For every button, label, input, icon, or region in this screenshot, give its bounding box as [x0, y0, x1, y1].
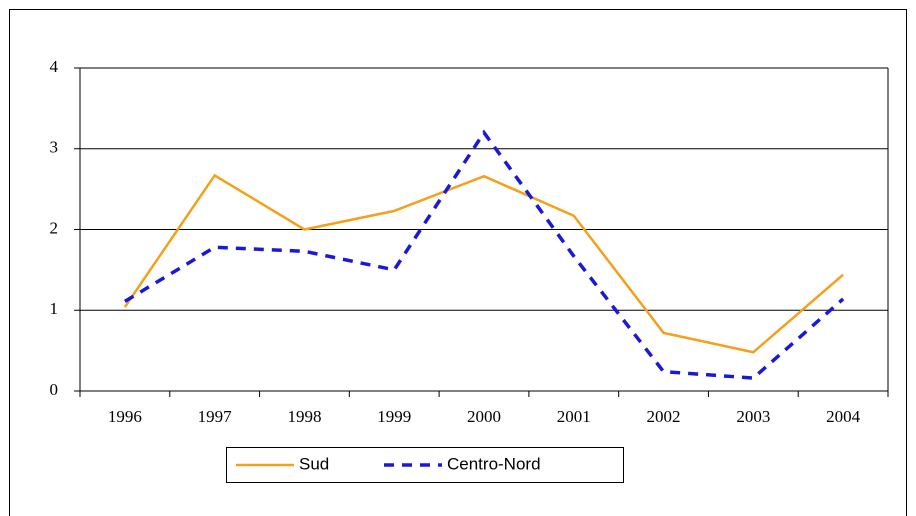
legend-label: Sud [299, 454, 329, 473]
series-line [123, 129, 845, 380]
y-tick-label: 1 [50, 299, 59, 318]
y-tick-label: 3 [50, 138, 59, 157]
x-tick-label: 2000 [467, 407, 501, 426]
chart-frame [9, 9, 907, 516]
x-tick-label: 2002 [647, 407, 681, 426]
series-line [123, 173, 844, 354]
x-tick-label: 1996 [108, 407, 142, 426]
x-tick-label: 1998 [287, 407, 321, 426]
x-tick-label: 1999 [377, 407, 411, 426]
legend-label: Centro-Nord [447, 454, 541, 473]
x-tick-label: 2001 [557, 407, 591, 426]
y-tick-label: 0 [50, 380, 59, 399]
x-tick-label: 1997 [198, 407, 233, 426]
y-tick-label: 4 [50, 57, 59, 76]
x-tick-label: 2004 [826, 407, 861, 426]
x-tick-label: 2003 [736, 407, 770, 426]
y-tick-label: 2 [50, 218, 59, 237]
